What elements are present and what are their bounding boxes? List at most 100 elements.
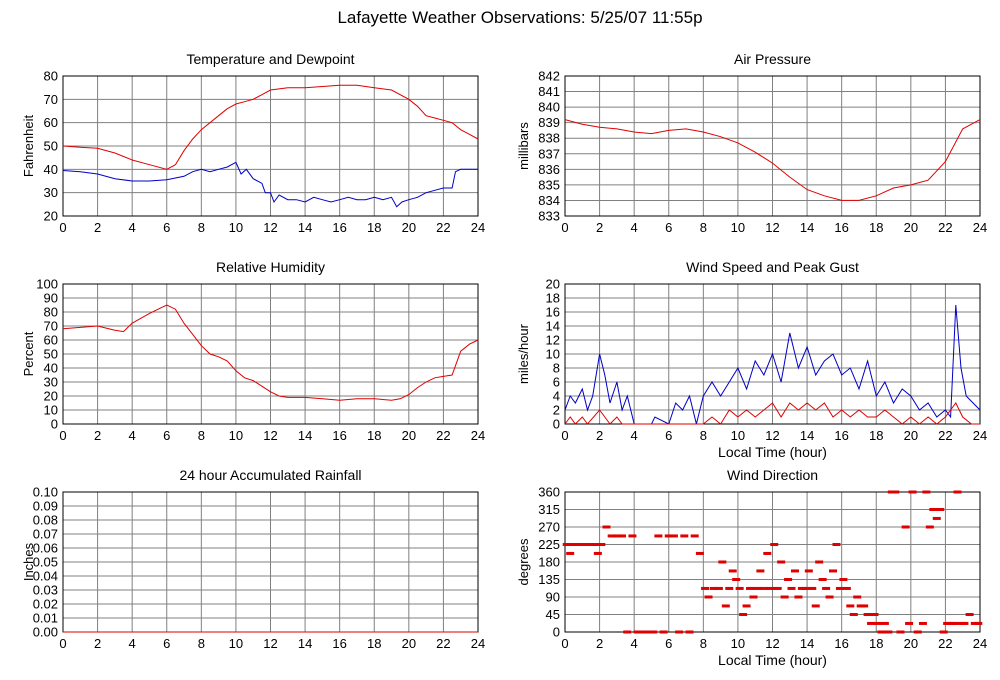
temp-xtick-label: 16 bbox=[332, 220, 346, 235]
direction-point bbox=[704, 595, 713, 599]
rain-ytick-label: 0.10 bbox=[33, 485, 58, 500]
temp-xtick-label: 24 bbox=[471, 220, 485, 235]
wind-xtick-label: 18 bbox=[869, 428, 883, 443]
humidity-xtick-label: 18 bbox=[367, 428, 381, 443]
pressure-ytick-label: 838 bbox=[538, 131, 560, 146]
temp-series-line-1 bbox=[62, 161, 478, 208]
direction-point bbox=[867, 621, 876, 625]
direction-xtick-label: 14 bbox=[800, 636, 814, 651]
humidity-ytick-label: 50 bbox=[44, 347, 58, 362]
direction-point bbox=[896, 630, 905, 634]
direction-point bbox=[701, 586, 710, 590]
wind-series-line-1 bbox=[564, 402, 980, 425]
humidity-xtick-label: 4 bbox=[129, 428, 136, 443]
temp-series-line-0 bbox=[62, 84, 479, 170]
wind-ytick-label: 0 bbox=[553, 417, 560, 432]
temp-xtick-label: 0 bbox=[59, 220, 66, 235]
humidity-ytick-label: 0 bbox=[51, 417, 58, 432]
wind-xtick-label: 8 bbox=[700, 428, 707, 443]
direction-point bbox=[728, 569, 737, 573]
direction-title: Wind Direction bbox=[727, 467, 818, 483]
humidity-xtick-label: 6 bbox=[163, 428, 170, 443]
direction-point bbox=[794, 595, 803, 599]
direction-ytick-label: 0 bbox=[553, 625, 560, 640]
direction-point bbox=[884, 630, 893, 634]
pressure-ytick-label: 841 bbox=[538, 84, 560, 99]
direction-xtick-label: 0 bbox=[561, 636, 568, 651]
direction-point bbox=[574, 543, 583, 546]
direction-point bbox=[725, 586, 734, 590]
direction-xtick-label: 22 bbox=[938, 636, 952, 651]
wind-xtick-label: 0 bbox=[561, 428, 568, 443]
pressure-xtick-label: 14 bbox=[800, 220, 814, 235]
rain-xtick-label: 8 bbox=[198, 636, 205, 651]
direction-xtick-label: 18 bbox=[869, 636, 883, 651]
direction-point bbox=[873, 621, 882, 625]
pressure-xtick-label: 12 bbox=[765, 220, 779, 235]
humidity-xtick-label: 10 bbox=[229, 428, 243, 443]
direction-xtick-label: 12 bbox=[765, 636, 779, 651]
temp-xtick-label: 8 bbox=[198, 220, 205, 235]
direction-point bbox=[607, 534, 616, 538]
temp-ytick-label: 60 bbox=[44, 115, 58, 130]
direction-ytick-label: 90 bbox=[546, 590, 560, 605]
temp-xtick-label: 4 bbox=[129, 220, 136, 235]
humidity-xtick-label: 12 bbox=[263, 428, 277, 443]
temp-xtick-label: 20 bbox=[402, 220, 416, 235]
direction-point bbox=[680, 534, 689, 538]
wind-ytick-label: 14 bbox=[546, 319, 560, 334]
wind-xtick-label: 14 bbox=[800, 428, 814, 443]
direction-point bbox=[815, 560, 824, 564]
direction-point bbox=[580, 543, 589, 546]
rain-ytick-label: 0.06 bbox=[33, 541, 58, 556]
direction-point bbox=[901, 525, 910, 529]
direction-point bbox=[780, 595, 789, 599]
humidity-title: Relative Humidity bbox=[216, 259, 325, 275]
direction-point bbox=[566, 551, 575, 555]
direction-point bbox=[602, 525, 611, 529]
humidity-xtick-label: 24 bbox=[471, 428, 485, 443]
direction-point bbox=[664, 534, 673, 538]
direction-xtick-label: 6 bbox=[665, 636, 672, 651]
temp-ytick-label: 40 bbox=[44, 162, 58, 177]
rain-xtick-label: 12 bbox=[263, 636, 277, 651]
direction-point bbox=[965, 613, 974, 616]
humidity-xtick-label: 14 bbox=[298, 428, 312, 443]
direction-xtick-label: 8 bbox=[700, 636, 707, 651]
rain-xtick-label: 10 bbox=[229, 636, 243, 651]
pressure-xtick-label: 2 bbox=[596, 220, 603, 235]
rain-ytick-label: 0.03 bbox=[33, 583, 58, 598]
rain-ytick-label: 0.00 bbox=[33, 625, 58, 640]
direction-point bbox=[925, 525, 934, 529]
direction-point bbox=[742, 604, 751, 608]
wind-xtick-label: 4 bbox=[631, 428, 638, 443]
humidity-ytick-label: 10 bbox=[44, 403, 58, 418]
direction-ytick-label: 45 bbox=[546, 607, 560, 622]
humidity-ytick-label: 100 bbox=[36, 277, 58, 292]
direction-point bbox=[593, 551, 602, 555]
pressure-xtick-label: 22 bbox=[938, 220, 952, 235]
wind-ytick-label: 8 bbox=[553, 361, 560, 376]
pressure-ytick-label: 835 bbox=[538, 177, 560, 192]
pressure-ytick-label: 837 bbox=[538, 146, 560, 161]
direction-ytick-label: 315 bbox=[538, 502, 560, 517]
direction-ytick-label: 135 bbox=[538, 572, 560, 587]
pressure-xtick-label: 18 bbox=[869, 220, 883, 235]
rain-ytick-label: 0.08 bbox=[33, 513, 58, 528]
pressure-ytick-label: 836 bbox=[538, 162, 560, 177]
direction-point bbox=[870, 613, 879, 616]
direction-point bbox=[960, 621, 969, 625]
direction-point bbox=[932, 516, 941, 520]
direction-ytick-label: 225 bbox=[538, 537, 560, 552]
direction-point bbox=[638, 630, 647, 634]
direction-point bbox=[675, 630, 684, 634]
temp-ytick-label: 30 bbox=[44, 185, 58, 200]
direction-point bbox=[808, 586, 817, 590]
rain-ylabel: Inches bbox=[21, 542, 36, 581]
direction-point bbox=[569, 543, 578, 546]
direction-ytick-label: 270 bbox=[538, 520, 560, 535]
direction-point bbox=[863, 613, 872, 616]
wind-ytick-label: 6 bbox=[553, 375, 560, 390]
pressure-series-line-0 bbox=[564, 119, 981, 201]
direction-xtick-label: 2 bbox=[596, 636, 603, 651]
